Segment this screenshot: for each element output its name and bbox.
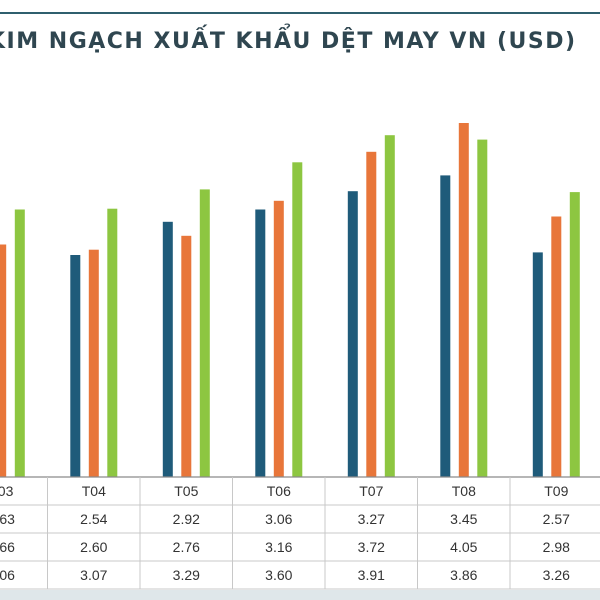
bar-t08-series-3: [477, 139, 488, 477]
table-cell-t07-row-2: 3.72: [358, 539, 385, 555]
x-tick-label-t09: T09: [544, 483, 568, 499]
bar-t07-series-1: [347, 191, 358, 477]
chart-title: KIM NGẠCH XUẤT KHẨU DỆT MAY VN (USD): [0, 29, 577, 54]
bar-t08-series-2: [458, 123, 469, 477]
table-cell-t05-row-1: 2.92: [173, 511, 200, 527]
bar-t05-series-1: [162, 221, 173, 477]
bar-t05-series-2: [181, 235, 192, 477]
bar-t09-series-1: [532, 252, 543, 477]
bar-t03-series-3: [14, 209, 25, 477]
bar-t09-series-3: [569, 192, 580, 477]
x-tick-label-t07: T07: [359, 483, 383, 499]
table-cell-t06-row-3: 3.60: [265, 567, 292, 583]
bar-t06-series-1: [255, 209, 266, 477]
bar-t06-series-3: [292, 162, 303, 478]
table-cell-t04-row-1: 2.54: [80, 511, 107, 527]
table-cell-t05-row-3: 3.29: [173, 567, 200, 583]
table-cell-t04-row-3: 3.07: [80, 567, 107, 583]
table-cell-t05-row-2: 2.76: [173, 539, 200, 555]
table-cell-t08-row-2: 4.05: [450, 539, 477, 555]
table-cell-t09-row-3: 3.26: [543, 567, 570, 583]
table-cell-t03-row-3: 3.06: [0, 567, 15, 583]
table-cell-t04-row-2: 2.60: [80, 539, 107, 555]
x-tick-label-t04: T04: [82, 483, 106, 499]
table-cell-t09-row-1: 2.57: [543, 511, 570, 527]
bar-t07-series-3: [384, 135, 395, 477]
bar-t03-series-2: [0, 244, 7, 477]
bar-t05-series-3: [199, 189, 210, 477]
bar-t04-series-1: [70, 255, 81, 477]
data-table: T03 2.63 2.66 3.06 T04 2.54 2.60 3.07 T05 2.92 2.7…: [0, 476, 600, 590]
top-frame-line: [0, 12, 600, 14]
bottom-frame-band: [0, 590, 600, 600]
table-cell-t07-row-3: 3.91: [358, 567, 385, 583]
bar-t06-series-2: [273, 200, 284, 478]
x-tick-label-t05: T05: [174, 483, 198, 499]
x-tick-label-t06: T06: [267, 483, 291, 499]
table-cell-t09-row-2: 2.98: [543, 539, 570, 555]
table-cell-t03-row-2: 2.66: [0, 539, 15, 555]
table-cell-t03-row-1: 2.63: [0, 511, 15, 527]
table-cell-t06-row-1: 3.06: [265, 511, 292, 527]
x-tick-label-t08: T08: [452, 483, 476, 499]
bars-layer: [0, 123, 580, 478]
bar-t09-series-2: [551, 216, 562, 477]
bar-t08-series-1: [440, 175, 451, 477]
table-cell-t08-row-1: 3.45: [450, 511, 477, 527]
bar-t04-series-2: [88, 249, 99, 477]
bar-t04-series-3: [107, 208, 118, 477]
table-cell-t07-row-1: 3.27: [358, 511, 385, 527]
x-tick-label-t03: T03: [0, 483, 14, 499]
bar-t07-series-2: [366, 151, 377, 478]
table-cell-t08-row-3: 3.86: [450, 567, 477, 583]
table-cell-t06-row-2: 3.16: [265, 539, 292, 555]
